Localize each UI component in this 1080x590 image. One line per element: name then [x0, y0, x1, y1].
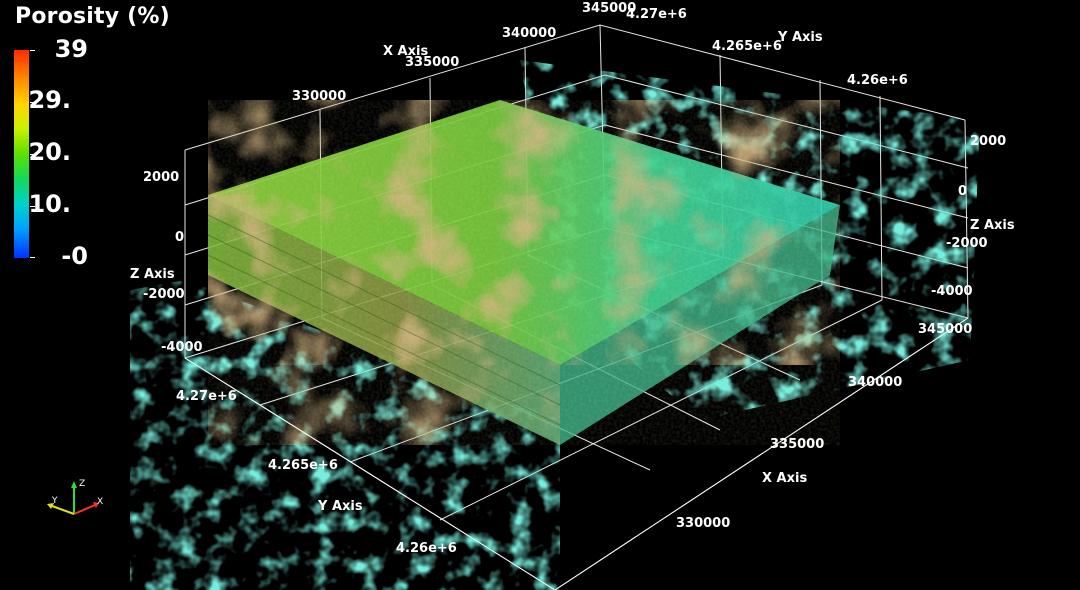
colorbar-label-20: 20.	[28, 138, 71, 166]
top-x-tick-335000: 335000	[405, 55, 459, 70]
right-x-tick-345000: 345000	[918, 322, 972, 337]
colorbar-label-min: -0	[61, 242, 88, 270]
colorbar-tick	[30, 102, 35, 103]
colorbar	[14, 50, 29, 258]
orientation-x-label: X	[97, 497, 103, 507]
right-x-tick-335000: 335000	[770, 437, 824, 452]
right-z-tick-minus4000: -4000	[931, 284, 973, 299]
orientation-y-axis	[51, 505, 75, 515]
left-y-tick-4.27e6: 4.27e+6	[176, 389, 237, 404]
orientation-y-label: Y	[51, 496, 58, 506]
top-x-tick-340000: 340000	[502, 26, 556, 41]
left-z-axis-title: Z Axis	[130, 267, 175, 282]
orientation-x-axis	[73, 504, 96, 515]
right-z-tick-2000: 2000	[970, 134, 1006, 149]
left-z-tick-minus2000: -2000	[143, 287, 185, 302]
left-y-tick-4.26e6: 4.26e+6	[396, 541, 457, 556]
colorbar-label-max: 39	[54, 35, 88, 63]
colorbar-tick	[30, 50, 35, 51]
left-z-tick-0: 0	[175, 230, 184, 245]
right-x-axis-title: X Axis	[762, 471, 807, 486]
right-x-tick-330000: 330000	[676, 516, 730, 531]
top-x-tick-345000: 345000	[582, 1, 636, 16]
top-y-tick-4.26e6: 4.26e+6	[847, 73, 908, 88]
orientation-axes-widget: Z X Y	[47, 479, 103, 515]
top-x-axis-title: X Axis	[383, 44, 428, 59]
left-z-tick-2000: 2000	[143, 170, 179, 185]
top-x-tick-330000: 330000	[292, 89, 346, 104]
right-z-tick-minus2000: -2000	[946, 236, 988, 251]
colorbar-tick	[30, 257, 35, 258]
right-z-axis-title: Z Axis	[970, 218, 1015, 233]
axis-grid-front	[184, 317, 969, 590]
colorbar-label-10: 10.	[28, 190, 71, 218]
orientation-z-label: Z	[79, 479, 85, 489]
colorbar-tick	[30, 154, 35, 155]
legend-title: Porosity (%)	[15, 4, 170, 29]
left-y-tick-4.265e6: 4.265e+6	[268, 458, 338, 473]
left-z-tick-minus4000: -4000	[161, 340, 203, 355]
left-y-axis-title: Y Axis	[317, 499, 363, 514]
top-y-tick-4.265e6: 4.265e+6	[712, 39, 782, 54]
colorbar-label-29: 29.	[28, 86, 71, 114]
porosity-volume[interactable]	[207, 100, 840, 445]
axis-labels: X Axis 330000 335000 340000 345000 4.27e…	[130, 1, 1015, 556]
volume-right-face	[560, 205, 840, 445]
top-y-axis-title: Y Axis	[777, 30, 823, 45]
right-z-tick-0: 0	[958, 184, 967, 199]
colorbar-tick	[30, 206, 35, 207]
right-x-tick-340000: 340000	[848, 375, 902, 390]
top-y-tick-4.27e6: 4.27e+6	[626, 7, 687, 22]
